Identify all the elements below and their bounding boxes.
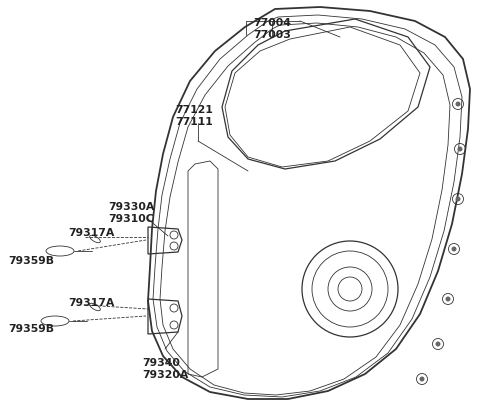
Circle shape [445,297,451,302]
Text: 77111: 77111 [175,117,213,127]
Text: 79320A: 79320A [142,369,188,379]
Text: 77004: 77004 [253,18,291,28]
Text: 79359B: 79359B [8,323,54,333]
Circle shape [456,102,460,107]
Text: 79310C: 79310C [108,213,154,223]
Text: 79317A: 79317A [68,227,114,237]
Circle shape [435,342,441,347]
Text: 77121: 77121 [175,105,213,115]
Circle shape [452,247,456,252]
Text: 79330A: 79330A [108,202,154,211]
Circle shape [420,377,424,382]
Text: 77003: 77003 [253,30,291,40]
Circle shape [457,147,463,152]
Text: 79317A: 79317A [68,297,114,307]
Text: 79340: 79340 [142,357,180,367]
Text: 79359B: 79359B [8,255,54,265]
Circle shape [456,197,460,202]
